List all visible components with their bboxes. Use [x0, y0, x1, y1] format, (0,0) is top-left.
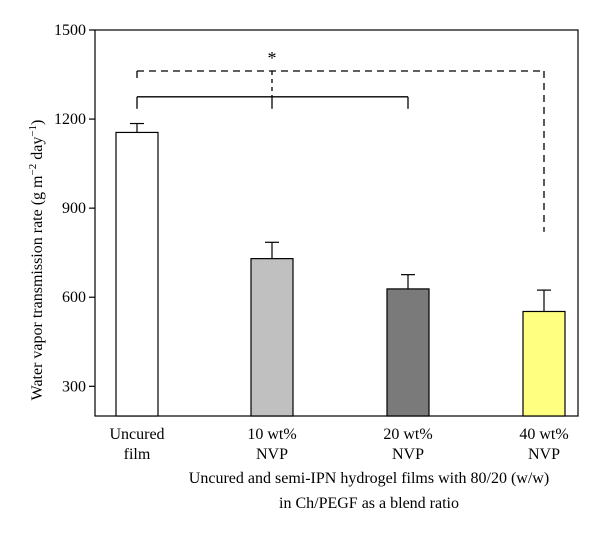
bar	[115, 131, 159, 417]
plot-frame	[94, 29, 579, 417]
x-tick-label: NVP	[256, 446, 288, 463]
x-tick-label: 20 wt%	[383, 426, 432, 443]
y-axis-title-end: )	[29, 120, 46, 125]
y-axis-title-main: Water vapor transmission rate (g m	[29, 175, 46, 400]
x-axis-title-line1: Uncured and semi-IPN hydrogel films with…	[189, 470, 549, 487]
bar	[522, 310, 566, 417]
bars	[115, 131, 566, 417]
y-tick-label: 900	[62, 200, 86, 217]
y-axis-title-mid: day	[29, 137, 46, 164]
x-axis: Uncured film 10 wt% NVP 20 wt% NVP 40 wt% NVP	[109, 426, 568, 463]
error-bars	[130, 122, 551, 312]
y-axis: 300 600 900 1200 1500	[54, 22, 95, 395]
x-tick-label: film	[124, 446, 151, 463]
y-tick-label: 1500	[54, 22, 86, 39]
y-axis-title: Water vapor transmission rate (g m−2 day…	[27, 120, 46, 401]
x-tick-label: Uncured	[109, 426, 164, 443]
bar	[250, 258, 294, 417]
plot-border	[94, 29, 579, 417]
significance-brackets: *	[136, 48, 545, 232]
x-tick-label: NVP	[392, 446, 424, 463]
x-tick-label: NVP	[528, 446, 560, 463]
y-tick-label: 1200	[54, 111, 86, 128]
x-axis-title-line2: in Ch/PEGF as a blend ratio	[279, 495, 459, 512]
bar	[386, 288, 430, 417]
x-tick-label: 10 wt%	[247, 426, 296, 443]
y-tick-label: 300	[62, 378, 86, 395]
significance-star: *	[268, 48, 277, 68]
y-tick-label: 600	[62, 289, 86, 306]
x-tick-label: 40 wt%	[519, 426, 568, 443]
y-axis-title-exp2: −1	[27, 125, 39, 137]
y-axis-title-exp1: −2	[27, 164, 39, 176]
